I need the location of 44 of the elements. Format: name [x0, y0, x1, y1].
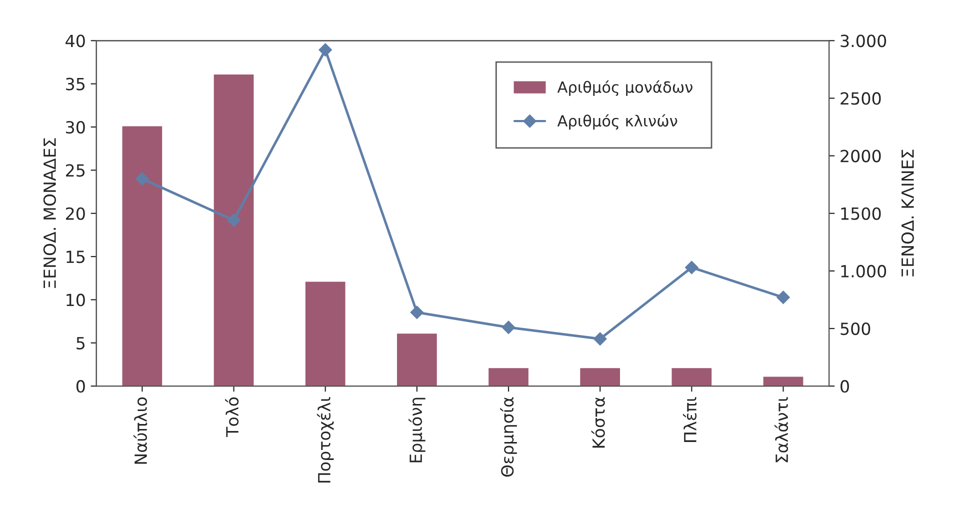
point	[136, 172, 149, 186]
y2-axis-title: ΞΕΝΟΔ. ΚΛΙΝΕΣ	[901, 150, 914, 276]
point	[685, 260, 698, 274]
y2-tick-label: 3.000	[840, 34, 886, 48]
point	[594, 332, 607, 346]
y-tick-label: 5	[76, 337, 85, 350]
x-tick-label: Πλέπι	[682, 397, 697, 442]
y-tick-label: 15	[66, 250, 85, 264]
y2-tick-label: 2000	[840, 150, 881, 162]
point	[502, 320, 516, 334]
y-tick-label: 20	[66, 207, 85, 220]
bar	[305, 282, 346, 386]
y-tick-label: 10	[66, 294, 85, 306]
x-tick-label: Ναύπλιο	[133, 397, 148, 464]
point	[776, 290, 790, 304]
y-tick-label: 40	[66, 34, 85, 48]
y2-tick-label: 500	[840, 322, 870, 336]
bar	[214, 74, 254, 386]
y2-tick-label: 2500	[840, 92, 881, 105]
y-tick-label: 25	[66, 164, 85, 177]
x-tick-label: Πορτοχέλι	[316, 397, 334, 483]
bar	[580, 368, 620, 386]
y2-tick-label: 1500	[841, 207, 881, 220]
point	[318, 43, 332, 56]
bar	[397, 334, 437, 386]
x-tick-label: Τολό	[225, 397, 239, 437]
bar	[763, 376, 804, 386]
x-tick-label: Θερμησία	[500, 397, 517, 477]
point	[227, 214, 240, 227]
point	[410, 306, 424, 319]
y-axis-title: ΞΕΝΟΔ. ΜΟΝΑΔΕΣ	[43, 138, 56, 288]
y2-tick-label: 0	[840, 380, 849, 393]
y-tick-label: 30	[66, 120, 85, 134]
y-tick-label: 0	[76, 380, 85, 393]
bar	[122, 126, 162, 386]
legend-label: Αριθμός μονάδων	[557, 80, 692, 96]
x-tick-label: Κόστα	[591, 397, 605, 448]
y2-tick-label: 1.000	[841, 264, 886, 278]
bar	[488, 368, 528, 386]
x-tick-label: Σαλάντι	[774, 397, 788, 462]
y-tick-label: 35	[66, 78, 85, 90]
x-tick-label: Ερμιόνη	[408, 398, 426, 462]
bar	[672, 368, 712, 386]
legend-label: Αριθμός κλινών	[557, 114, 678, 130]
